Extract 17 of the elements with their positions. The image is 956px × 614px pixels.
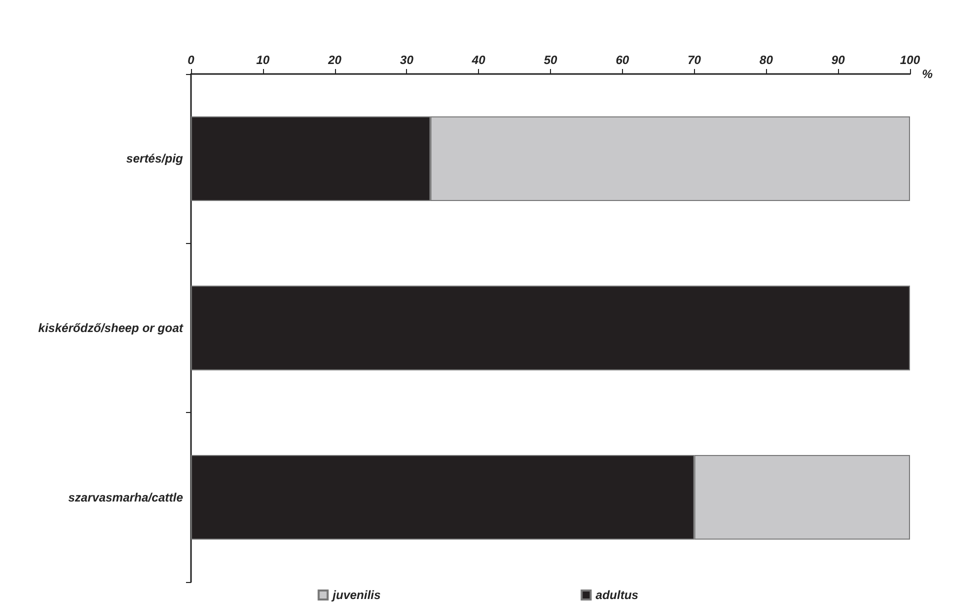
x-tick-label: 60 [616,53,630,67]
legend-label: juvenilis [330,588,381,602]
x-tick-label: 90 [831,53,846,67]
x-tick-label: 10 [256,53,270,67]
x-tick-label: 50 [544,53,558,67]
x-tick-label: 30 [400,53,414,67]
x-tick-label: 100 [900,53,920,67]
legend-label: adultus [596,588,639,602]
x-tick-label: 0 [188,53,195,67]
x-tick-label: 20 [327,53,342,67]
x-axis-title: % [922,67,933,81]
x-tick-label: 80 [760,53,774,67]
y-tick-label: szarvasmarha/cattle [68,490,184,504]
y-tick-label: sertés/pig [126,152,184,166]
x-tick-label: 70 [688,53,702,67]
y-tick-label: kiskérődző/sheep or goat [38,321,184,335]
x-tick-label: 40 [470,53,486,67]
